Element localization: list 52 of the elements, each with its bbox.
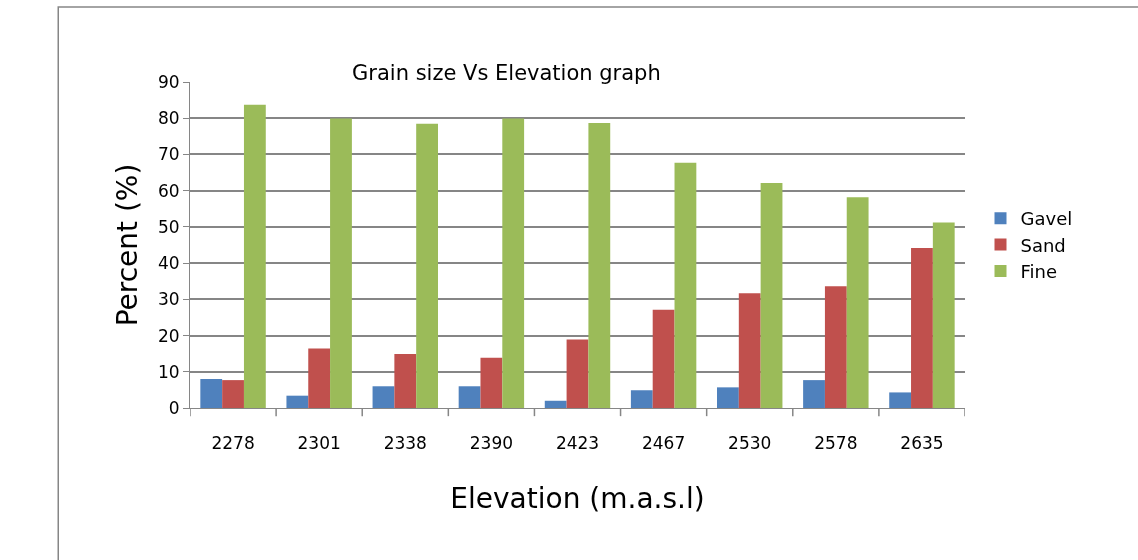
y-axis-title: Percent (%)	[110, 163, 144, 327]
x-tick-label: 2467	[641, 433, 686, 454]
bar	[330, 118, 352, 408]
chart-title: Grain size Vs Elevation graph	[352, 61, 661, 86]
bar	[911, 247, 933, 408]
x-tick-label: 2338	[383, 433, 427, 454]
x-tick-label: 2278	[211, 433, 255, 454]
bar	[502, 118, 525, 408]
y-tick-label: 40	[157, 253, 180, 274]
bar	[308, 348, 331, 408]
y-tick-label: 20	[157, 325, 180, 346]
y-tick-label: 50	[157, 216, 180, 237]
bar	[243, 104, 266, 408]
bar	[480, 357, 503, 408]
bar	[674, 162, 697, 408]
bar	[846, 197, 869, 408]
bar	[200, 379, 223, 408]
bar	[932, 222, 955, 408]
bar	[889, 392, 912, 408]
bar	[652, 309, 675, 408]
bar	[416, 123, 438, 408]
y-tick-label: 30	[157, 289, 180, 310]
x-axis-title: Elevation (m.a.s.l)	[450, 481, 705, 515]
x-tick-label: 2390	[469, 433, 514, 454]
bar	[458, 386, 481, 408]
bar	[372, 386, 395, 408]
x-tick-label: 2635	[900, 433, 944, 454]
y-tick-label: 70	[157, 144, 180, 165]
bar	[630, 390, 653, 408]
bar	[824, 286, 847, 408]
x-tick-label: 2578	[814, 433, 858, 454]
y-tick-label: 0	[168, 397, 180, 418]
bar	[286, 395, 309, 408]
bar	[544, 400, 567, 408]
bar	[566, 339, 589, 408]
x-tick-label: 2530	[728, 433, 772, 454]
y-tick-label: 10	[157, 361, 180, 382]
bar	[394, 354, 417, 408]
x-tick-label: 2423	[555, 433, 600, 454]
legend-label: Gavel	[1020, 208, 1073, 230]
bar	[588, 122, 611, 408]
legend-label: Sand	[1020, 234, 1066, 256]
bar	[803, 380, 825, 408]
x-tick-label: 2301	[297, 433, 341, 454]
y-tick-label: 90	[157, 71, 180, 92]
legend-label: Fine	[1020, 261, 1058, 283]
y-tick-label: 80	[157, 108, 180, 129]
bar	[717, 387, 739, 408]
bar	[760, 183, 783, 408]
bar	[738, 293, 761, 408]
y-tick-label: 60	[157, 180, 180, 201]
bar	[222, 380, 244, 408]
